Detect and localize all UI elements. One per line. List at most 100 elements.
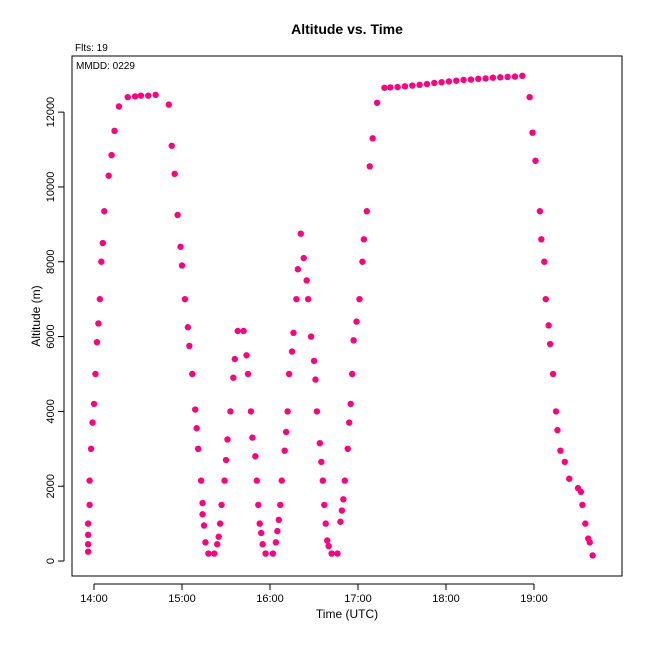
data-point bbox=[312, 376, 319, 383]
data-point bbox=[579, 501, 586, 509]
data-point bbox=[381, 84, 388, 91]
data-point bbox=[174, 211, 181, 219]
data-point bbox=[93, 338, 101, 346]
data-point bbox=[293, 295, 300, 303]
data-point bbox=[401, 83, 409, 90]
data-point bbox=[84, 531, 92, 539]
data-point bbox=[475, 75, 482, 83]
data-point bbox=[216, 520, 224, 527]
data-point bbox=[482, 75, 489, 82]
data-point bbox=[234, 327, 241, 335]
x-axis-label: Time (UTC) bbox=[316, 607, 378, 621]
data-point bbox=[511, 73, 519, 80]
data-point bbox=[577, 488, 585, 496]
data-point bbox=[552, 408, 560, 415]
data-point bbox=[240, 327, 247, 335]
data-point bbox=[460, 76, 467, 84]
data-point bbox=[86, 477, 93, 484]
data-point bbox=[152, 91, 159, 99]
data-point bbox=[319, 477, 326, 484]
data-point bbox=[313, 408, 321, 415]
data-point bbox=[165, 101, 172, 108]
data-point bbox=[532, 157, 539, 164]
y-axis-label: Altitude (m) bbox=[29, 285, 43, 346]
data-point bbox=[561, 458, 568, 466]
data-point bbox=[205, 550, 212, 557]
x-tick-label: 15:00 bbox=[168, 593, 196, 605]
data-point bbox=[101, 208, 108, 215]
data-point bbox=[189, 370, 196, 378]
data-point bbox=[538, 236, 545, 243]
data-point bbox=[222, 456, 230, 464]
data-point bbox=[84, 548, 92, 555]
data-point bbox=[86, 501, 93, 509]
data-point bbox=[272, 539, 280, 546]
data-point bbox=[337, 518, 344, 525]
chart-title: Altitude vs. Time bbox=[291, 21, 403, 37]
data-point bbox=[322, 520, 329, 527]
data-point bbox=[557, 447, 564, 454]
data-point bbox=[171, 170, 178, 178]
data-point bbox=[186, 342, 193, 350]
data-point bbox=[92, 370, 99, 378]
data-point bbox=[445, 78, 453, 85]
data-point bbox=[489, 74, 497, 81]
data-point bbox=[344, 445, 351, 453]
data-point bbox=[387, 84, 394, 91]
data-point bbox=[338, 507, 346, 514]
data-point bbox=[193, 425, 200, 432]
data-point bbox=[356, 295, 363, 303]
data-point bbox=[582, 520, 589, 527]
data-point bbox=[90, 400, 98, 408]
data-point bbox=[200, 522, 208, 529]
data-point bbox=[177, 243, 184, 250]
data-point bbox=[247, 408, 255, 415]
data-point bbox=[431, 79, 438, 87]
data-point bbox=[363, 208, 370, 215]
data-point bbox=[519, 72, 526, 80]
data-point bbox=[341, 477, 348, 484]
data-point bbox=[328, 550, 335, 557]
data-point bbox=[353, 318, 360, 325]
data-point bbox=[536, 208, 544, 215]
data-point bbox=[497, 74, 504, 81]
data-point bbox=[275, 516, 282, 524]
data-point bbox=[282, 428, 290, 436]
data-point bbox=[546, 340, 554, 348]
x-axis: 14:00 15:00 16:00 17:00 18:00 19:00 bbox=[80, 583, 548, 605]
data-point bbox=[504, 73, 511, 81]
data-point bbox=[321, 501, 328, 509]
data-point bbox=[211, 550, 218, 557]
data-point bbox=[586, 539, 593, 546]
y-tick-label: 8000 bbox=[45, 250, 57, 274]
data-point bbox=[262, 550, 269, 557]
data-point bbox=[366, 163, 373, 170]
data-point bbox=[316, 439, 324, 447]
x-tick-label: 19:00 bbox=[520, 593, 548, 605]
data-point bbox=[214, 541, 221, 548]
x-tick-label: 18:00 bbox=[432, 593, 460, 605]
data-point bbox=[199, 499, 206, 507]
data-point bbox=[184, 324, 192, 331]
data-point bbox=[224, 436, 231, 443]
data-point bbox=[278, 477, 285, 484]
data-point bbox=[347, 400, 354, 408]
data-point bbox=[89, 419, 96, 426]
data-point bbox=[346, 419, 353, 426]
data-point bbox=[231, 355, 238, 363]
data-point bbox=[145, 92, 152, 99]
data-point bbox=[277, 501, 284, 509]
flights-annotation: Flts: 19 bbox=[75, 43, 108, 54]
data-point bbox=[202, 539, 209, 546]
data-point bbox=[249, 434, 256, 441]
x-tick-label: 16:00 bbox=[256, 593, 284, 605]
data-point bbox=[98, 258, 105, 265]
data-point bbox=[334, 550, 341, 557]
data-point bbox=[284, 408, 291, 415]
data-point bbox=[566, 475, 573, 482]
data-point bbox=[423, 80, 431, 88]
data-point bbox=[529, 129, 536, 136]
data-point bbox=[300, 254, 307, 262]
y-tick-label: 4000 bbox=[45, 399, 57, 423]
